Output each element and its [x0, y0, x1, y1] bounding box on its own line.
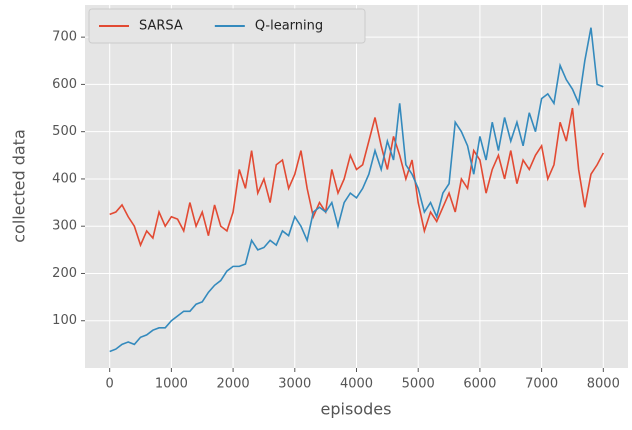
y-tick-label: 200 — [52, 266, 77, 281]
legend-label: SARSA — [139, 19, 183, 34]
line — [109, 27, 604, 353]
x-tick-label: 6000 — [463, 377, 496, 392]
x-tick-label: 5000 — [402, 377, 435, 392]
x-tick-label: 4000 — [340, 377, 373, 392]
y-tick-label: 400 — [52, 171, 77, 186]
line — [109, 107, 605, 248]
x-tick-label: 1000 — [155, 377, 188, 392]
y-axis-label: collected data — [10, 129, 29, 243]
y-tick-label: 700 — [52, 30, 77, 45]
x-axis-label: episodes — [321, 400, 392, 419]
x-tick-label: 2000 — [217, 377, 250, 392]
x-tick-label: 7000 — [525, 377, 558, 392]
x-tick-label: 8000 — [587, 377, 620, 392]
y-tick-label: 600 — [52, 77, 77, 92]
y-tick-label: 100 — [52, 313, 77, 328]
y-tick-label: 300 — [52, 219, 77, 234]
legend-label: Q-learning — [255, 19, 323, 34]
y-tick-label: 500 — [52, 124, 77, 139]
x-tick-label: 0 — [106, 377, 114, 392]
x-tick-label: 3000 — [278, 377, 311, 392]
